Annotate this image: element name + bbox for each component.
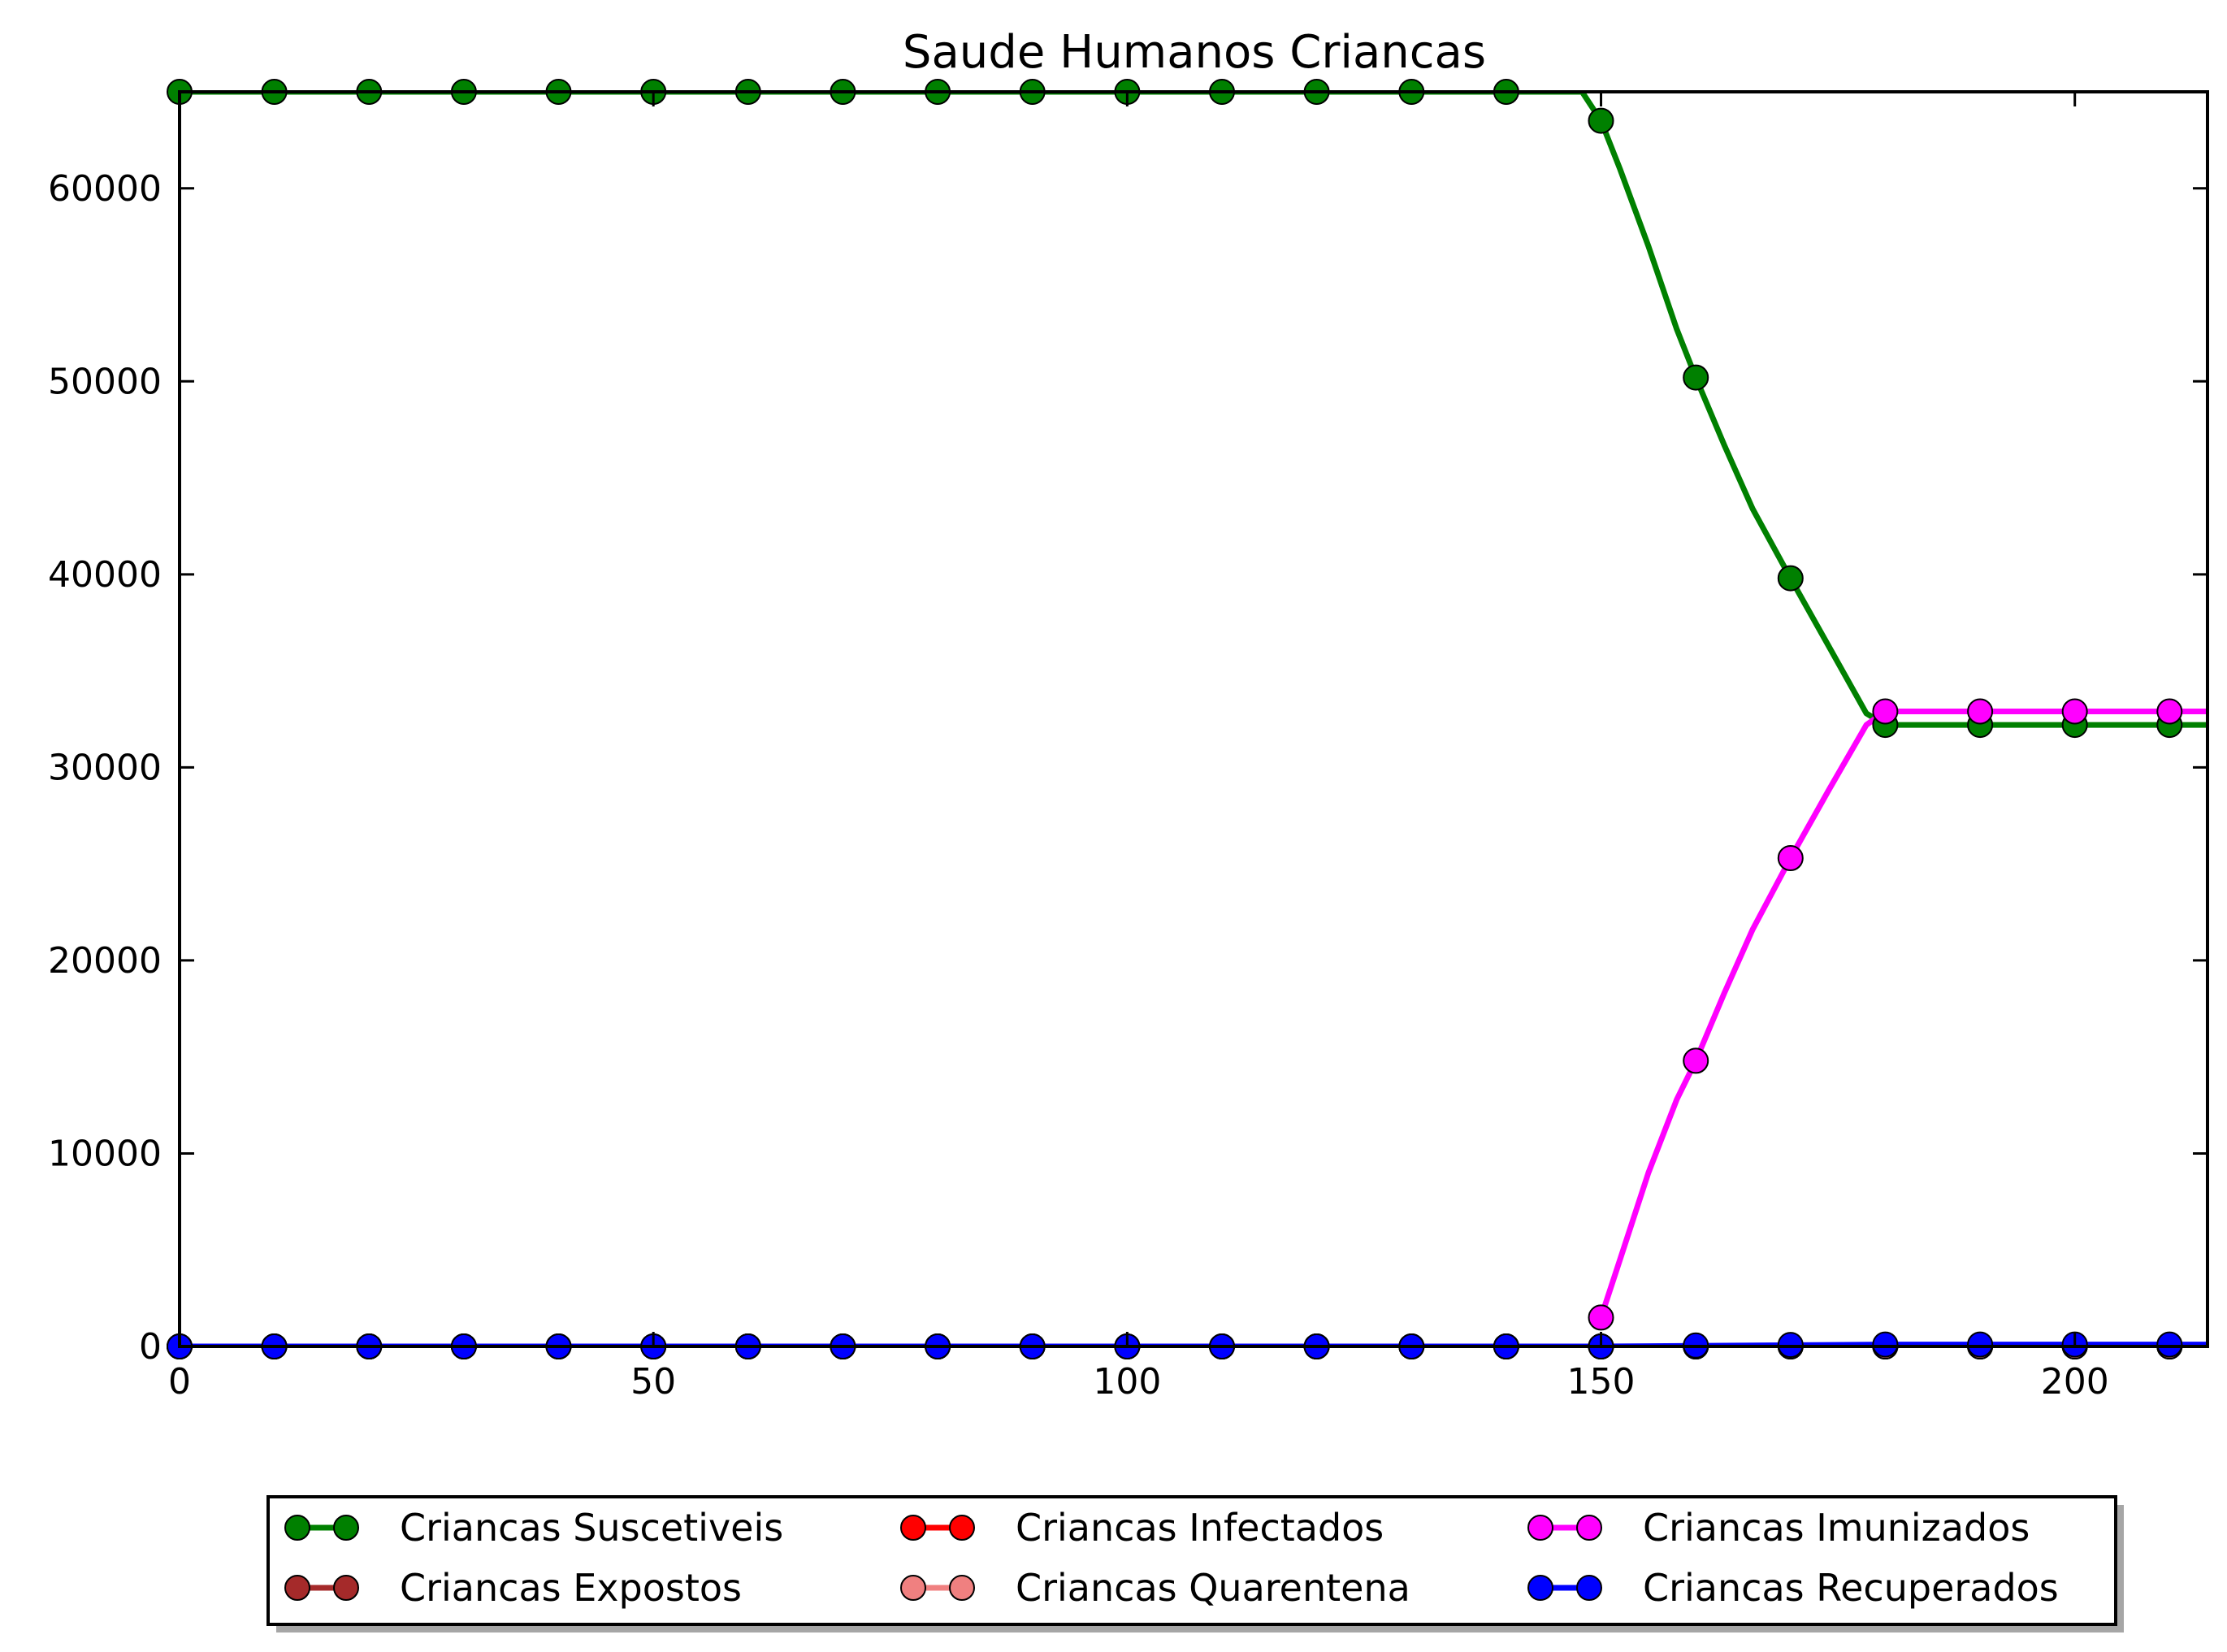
y-tick-label: 0: [139, 1326, 162, 1368]
series-line-criancas-suscetiveis: [180, 90, 2208, 728]
y-tick-label: 30000: [48, 747, 162, 788]
series-line-criancas-imunizados: [1598, 709, 2208, 1319]
legend-marker: [1527, 1515, 1553, 1541]
data-point-criancas-imunizados: [1967, 698, 1994, 725]
data-point-criancas-imunizados: [1588, 1304, 1614, 1331]
legend-label: Criancas Recuperados: [1643, 1566, 2059, 1610]
legend-marker: [900, 1515, 926, 1541]
legend-marker: [1576, 1515, 1602, 1541]
legend-item-criancas-imunizados: Criancas Imunizados: [1527, 1506, 2030, 1550]
x-tick-label: 200: [2041, 1361, 2109, 1403]
x-tick-label: 0: [168, 1361, 191, 1403]
legend-label: Criancas Quarentena: [1016, 1566, 1410, 1610]
y-tick-label: 50000: [48, 361, 162, 402]
legend-marker: [1527, 1575, 1553, 1601]
x-tick-label: 50: [630, 1361, 676, 1403]
legend-label: Criancas Suscetiveis: [400, 1506, 783, 1550]
data-point-criancas-suscetiveis: [1683, 364, 1709, 391]
plot-frame: [178, 90, 2209, 1348]
y-tick-label: 10000: [48, 1133, 162, 1174]
legend-marker: [1576, 1575, 1602, 1601]
legend-marker: [949, 1575, 975, 1601]
legend-label: Criancas Infectados: [1016, 1506, 1384, 1550]
data-point-criancas-recuperados: [1967, 1331, 1994, 1358]
legend-item-criancas-quarentena: Criancas Quarentena: [900, 1566, 1410, 1610]
data-point-criancas-imunizados: [2061, 698, 2088, 725]
data-point-criancas-imunizados: [1683, 1047, 1709, 1074]
legend-marker: [284, 1515, 310, 1541]
data-point-criancas-recuperados: [1872, 1331, 1899, 1358]
legend-item-criancas-suscetiveis: Criancas Suscetiveis: [284, 1506, 783, 1550]
legend-item-criancas-infectados: Criancas Infectados: [900, 1506, 1384, 1550]
data-point-criancas-recuperados: [2156, 1331, 2183, 1358]
legend-box: [266, 1495, 2117, 1626]
y-tick-label: 20000: [48, 940, 162, 982]
y-tick-label: 60000: [48, 168, 162, 210]
legend-item-criancas-expostos: Criancas Expostos: [284, 1566, 742, 1610]
legend-marker: [284, 1575, 310, 1601]
legend-marker: [900, 1575, 926, 1601]
legend-label: Criancas Imunizados: [1643, 1506, 2030, 1550]
data-point-criancas-imunizados: [1872, 698, 1899, 725]
data-point-criancas-imunizados: [2156, 698, 2183, 725]
legend-label: Criancas Expostos: [400, 1566, 742, 1610]
chart-title: Saude Humanos Criancas: [903, 26, 1486, 79]
legend-marker: [949, 1515, 975, 1541]
legend-item-criancas-recuperados: Criancas Recuperados: [1527, 1566, 2059, 1610]
x-tick-label: 150: [1567, 1361, 1636, 1403]
data-point-criancas-imunizados: [1777, 845, 1804, 871]
legend-marker: [333, 1575, 359, 1601]
legend-marker: [333, 1515, 359, 1541]
data-point-criancas-suscetiveis: [1777, 565, 1804, 592]
data-point-criancas-suscetiveis: [1588, 107, 1614, 134]
x-tick-label: 100: [1093, 1361, 1161, 1403]
y-tick-label: 40000: [48, 554, 162, 596]
